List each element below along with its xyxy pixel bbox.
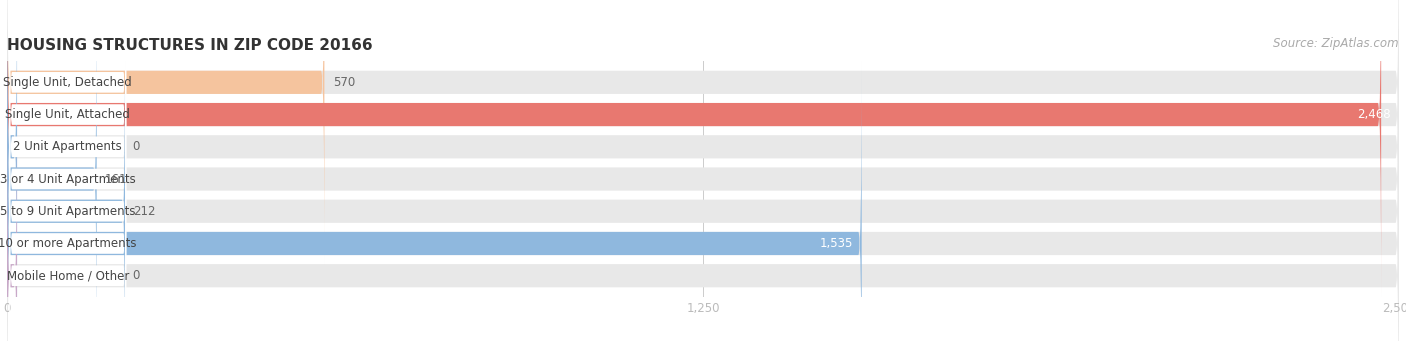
FancyBboxPatch shape (10, 0, 127, 233)
Text: 212: 212 (134, 205, 156, 218)
FancyBboxPatch shape (10, 0, 127, 298)
Text: HOUSING STRUCTURES IN ZIP CODE 20166: HOUSING STRUCTURES IN ZIP CODE 20166 (7, 38, 373, 53)
Text: 0: 0 (132, 140, 139, 153)
FancyBboxPatch shape (10, 28, 127, 330)
FancyBboxPatch shape (7, 0, 17, 329)
Text: 3 or 4 Unit Apartments: 3 or 4 Unit Apartments (0, 173, 135, 186)
FancyBboxPatch shape (10, 0, 127, 265)
FancyBboxPatch shape (7, 94, 1399, 341)
FancyBboxPatch shape (7, 62, 862, 341)
Text: 161: 161 (105, 173, 128, 186)
FancyBboxPatch shape (7, 0, 1399, 341)
FancyBboxPatch shape (7, 0, 1381, 296)
FancyBboxPatch shape (7, 0, 97, 341)
FancyBboxPatch shape (7, 0, 1399, 296)
FancyBboxPatch shape (7, 0, 1399, 264)
Text: 2,468: 2,468 (1357, 108, 1391, 121)
FancyBboxPatch shape (7, 0, 1399, 329)
FancyBboxPatch shape (7, 94, 17, 341)
Text: Single Unit, Detached: Single Unit, Detached (3, 76, 132, 89)
FancyBboxPatch shape (7, 62, 1399, 341)
FancyBboxPatch shape (10, 93, 127, 341)
Text: 1,535: 1,535 (820, 237, 853, 250)
Text: 5 to 9 Unit Apartments: 5 to 9 Unit Apartments (0, 205, 135, 218)
Text: 10 or more Apartments: 10 or more Apartments (0, 237, 136, 250)
FancyBboxPatch shape (7, 0, 325, 264)
FancyBboxPatch shape (7, 29, 1399, 341)
FancyBboxPatch shape (7, 29, 125, 341)
Text: 2 Unit Apartments: 2 Unit Apartments (13, 140, 122, 153)
FancyBboxPatch shape (10, 125, 127, 341)
Text: 570: 570 (333, 76, 354, 89)
Text: Single Unit, Attached: Single Unit, Attached (6, 108, 131, 121)
Text: 0: 0 (132, 269, 139, 282)
Text: Mobile Home / Other: Mobile Home / Other (7, 269, 129, 282)
Text: Source: ZipAtlas.com: Source: ZipAtlas.com (1274, 37, 1399, 50)
FancyBboxPatch shape (10, 60, 127, 341)
